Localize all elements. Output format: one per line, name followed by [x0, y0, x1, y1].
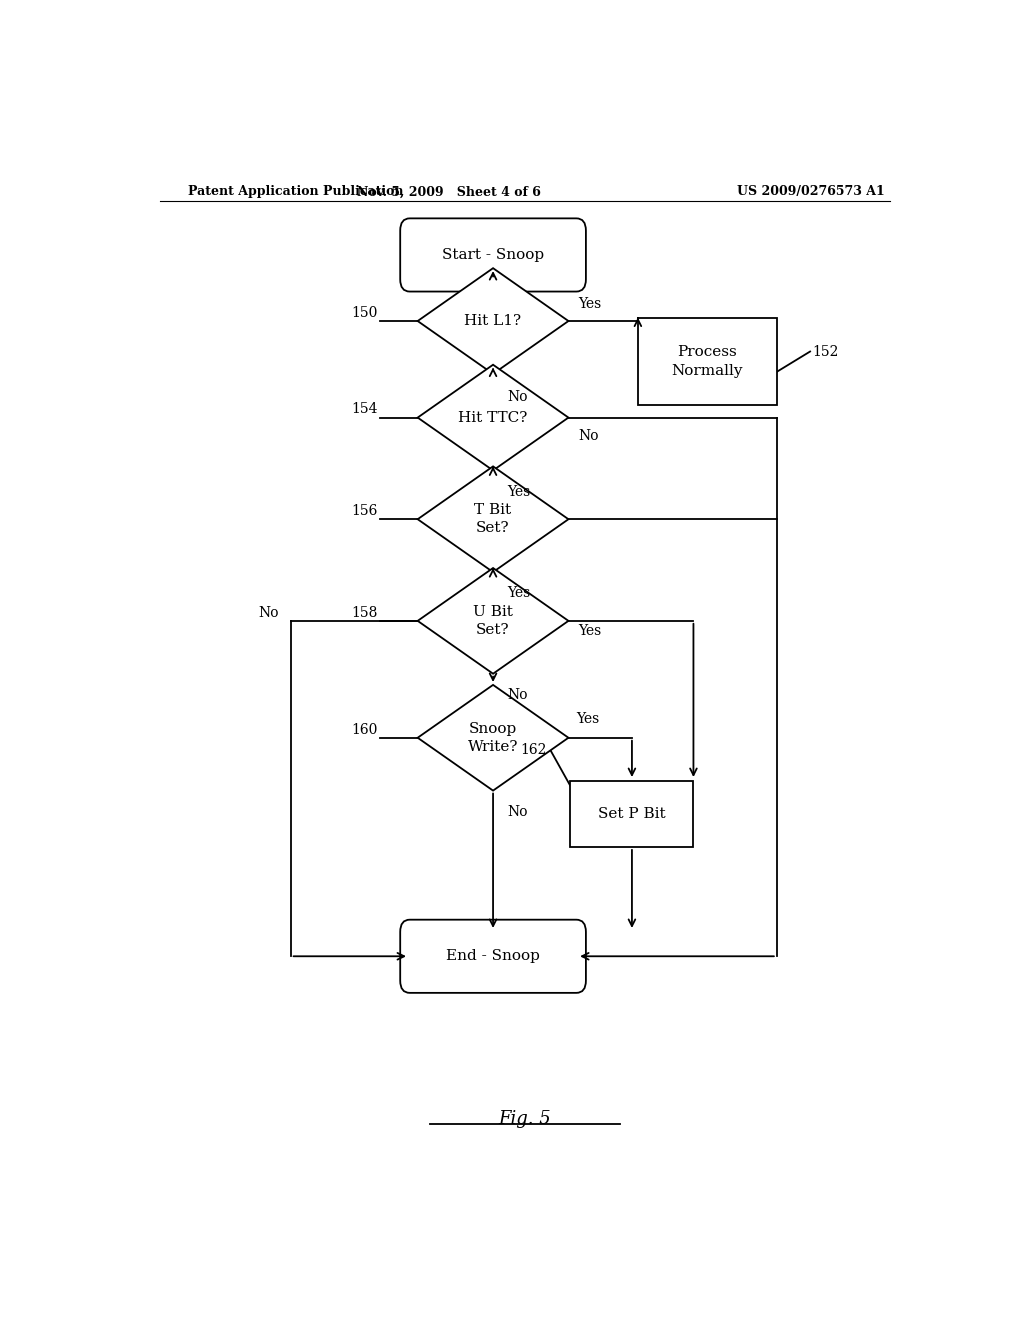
Text: 156: 156 [351, 504, 378, 517]
Polygon shape [418, 268, 568, 374]
Text: T Bit
Set?: T Bit Set? [474, 503, 512, 536]
Text: End - Snoop: End - Snoop [446, 949, 540, 964]
Text: Yes: Yes [578, 297, 601, 312]
FancyBboxPatch shape [400, 218, 586, 292]
Text: 162: 162 [520, 743, 547, 758]
Text: Process
Normally: Process Normally [672, 346, 743, 378]
Text: Yes: Yes [577, 711, 600, 726]
Text: No: No [507, 688, 527, 702]
Text: Fig. 5: Fig. 5 [499, 1110, 551, 1127]
Text: Hit L1?: Hit L1? [465, 314, 521, 329]
Text: No: No [507, 805, 527, 818]
Text: No: No [578, 429, 598, 444]
Text: 160: 160 [351, 722, 378, 737]
Text: U Bit
Set?: U Bit Set? [473, 605, 513, 638]
Text: 150: 150 [351, 306, 378, 319]
FancyBboxPatch shape [400, 920, 586, 993]
Text: 152: 152 [812, 345, 839, 359]
Text: Nov. 5, 2009   Sheet 4 of 6: Nov. 5, 2009 Sheet 4 of 6 [357, 185, 542, 198]
Text: 158: 158 [351, 606, 378, 619]
Text: Hit TTC?: Hit TTC? [459, 411, 527, 425]
Text: Yes: Yes [507, 484, 530, 499]
Polygon shape [418, 568, 568, 673]
Text: 154: 154 [351, 403, 378, 416]
Bar [638, 318, 777, 405]
Text: Yes: Yes [578, 624, 601, 638]
Text: Patent Application Publication: Patent Application Publication [187, 185, 403, 198]
Polygon shape [418, 685, 568, 791]
Polygon shape [418, 364, 568, 470]
Polygon shape [418, 466, 568, 572]
Text: No: No [258, 606, 279, 619]
Text: Snoop
Write?: Snoop Write? [468, 722, 518, 754]
Text: Set P Bit: Set P Bit [598, 807, 666, 821]
Text: Yes: Yes [507, 586, 530, 601]
Text: Start - Snoop: Start - Snoop [442, 248, 544, 261]
Text: No: No [507, 391, 527, 404]
Bar [570, 781, 693, 847]
Text: US 2009/0276573 A1: US 2009/0276573 A1 [736, 185, 885, 198]
